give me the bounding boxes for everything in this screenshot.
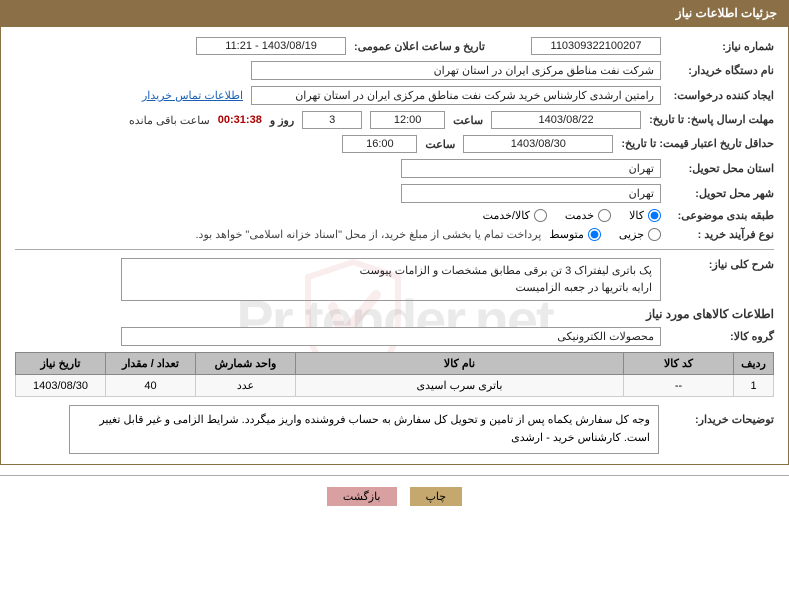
need-number-label: شماره نیاز:: [669, 40, 774, 53]
row-delivery-province: استان محل تحویل: تهران: [15, 159, 774, 178]
countdown-timer: 00:31:38: [218, 114, 262, 126]
reply-days-label: روز و: [270, 114, 294, 127]
button-row: چاپ بازگشت: [0, 475, 789, 517]
subject-class-radios: کالا خدمت کالا/خدمت: [483, 209, 661, 222]
reply-deadline-date: 1403/08/22: [491, 111, 641, 129]
purchase-type-label: نوع فرآیند خرید :: [669, 228, 774, 241]
row-buyer-notes: توضیحات خریدار: وجه کل سفارش یکماه پس از…: [15, 405, 774, 454]
goods-group-label: گروه کالا:: [669, 330, 774, 343]
requester-value: رامتین ارشدی کارشناس خرید شرکت نفت مناطق…: [251, 86, 661, 105]
delivery-province-label: استان محل تحویل:: [669, 162, 774, 175]
table-cell-qty: 40: [106, 375, 196, 397]
radio-service[interactable]: خدمت: [565, 209, 611, 222]
row-reply-deadline: مهلت ارسال پاسخ: تا تاریخ: 1403/08/22 سا…: [15, 111, 774, 129]
need-number-value: 110309322100207: [531, 37, 661, 55]
panel-title: جزئیات اطلاعات نیاز: [676, 6, 777, 20]
row-need-number: شماره نیاز: 110309322100207 تاریخ و ساعت…: [15, 37, 774, 55]
th-date: تاریخ نیاز: [16, 353, 106, 375]
panel-header: جزئیات اطلاعات نیاز: [0, 0, 789, 26]
print-button[interactable]: چاپ: [409, 486, 464, 507]
radio-both[interactable]: کالا/خدمت: [483, 209, 547, 222]
radio-both-input[interactable]: [534, 209, 547, 222]
contact-buyer-link[interactable]: اطلاعات تماس خریدار: [142, 89, 243, 102]
row-buyer-org: نام دستگاه خریدار: شرکت نفت مناطق مرکزی …: [15, 61, 774, 80]
table-cell-date: 1403/08/30: [16, 375, 106, 397]
buyer-notes-label: توضیحات خریدار:: [669, 405, 774, 426]
radio-service-input[interactable]: [598, 209, 611, 222]
table-cell-code: --: [624, 375, 734, 397]
price-validity-label: حداقل تاریخ اعتبار قیمت: تا تاریخ:: [621, 137, 774, 151]
th-code: کد کالا: [624, 353, 734, 375]
purchase-note: پرداخت تمام یا بخشی از مبلغ خرید، از محل…: [196, 228, 542, 241]
row-general-desc: شرح کلی نیاز: پک باتری لیفتراک 3 تن برقی…: [15, 258, 774, 301]
buyer-notes-value: وجه کل سفارش یکماه پس از تامین و تحویل ک…: [69, 405, 659, 454]
buyer-org-label: نام دستگاه خریدار:: [669, 64, 774, 77]
buyer-org-value: شرکت نفت مناطق مرکزی ایران در استان تهرا…: [251, 61, 661, 80]
table-header-row: ردیف کد کالا نام کالا واحد شمارش تعداد /…: [16, 353, 774, 375]
radio-partial[interactable]: جزیی: [619, 228, 661, 241]
goods-section-title: اطلاعات کالاهای مورد نیاز: [15, 307, 774, 321]
radio-medium-input[interactable]: [588, 228, 601, 241]
table-row: 1--باتری سرب اسیدیعدد401403/08/30: [16, 375, 774, 397]
radio-partial-input[interactable]: [648, 228, 661, 241]
reply-time-label: ساعت: [453, 114, 483, 127]
row-purchase-type: نوع فرآیند خرید : جزیی متوسط پرداخت تمام…: [15, 228, 774, 241]
row-goods-group: گروه کالا: محصولات الکترونیکی: [15, 327, 774, 346]
table-cell-row: 1: [734, 375, 774, 397]
delivery-city-label: شهر محل تحویل:: [669, 187, 774, 200]
row-delivery-city: شهر محل تحویل: تهران: [15, 184, 774, 203]
announce-label: تاریخ و ساعت اعلان عمومی:: [354, 40, 485, 53]
purchase-type-radios: جزیی متوسط: [549, 228, 661, 241]
goods-group-value: محصولات الکترونیکی: [121, 327, 661, 346]
th-row: ردیف: [734, 353, 774, 375]
divider-1: [15, 249, 774, 250]
remaining-label: ساعت باقی مانده: [129, 114, 210, 127]
subject-class-label: طبقه بندی موضوعی:: [669, 209, 774, 222]
th-qty: تعداد / مقدار: [106, 353, 196, 375]
th-name: نام کالا: [296, 353, 624, 375]
th-unit: واحد شمارش: [196, 353, 296, 375]
reply-deadline-time: 12:00: [370, 111, 445, 129]
price-time-label: ساعت: [425, 138, 455, 151]
delivery-province-value: تهران: [401, 159, 661, 178]
table-cell-unit: عدد: [196, 375, 296, 397]
reply-deadline-label: مهلت ارسال پاسخ: تا تاریخ:: [649, 113, 774, 127]
row-requester: ایجاد کننده درخواست: رامتین ارشدی کارشنا…: [15, 86, 774, 105]
delivery-city-value: تهران: [401, 184, 661, 203]
reply-days: 3: [302, 111, 362, 129]
general-desc-label: شرح کلی نیاز:: [669, 258, 774, 271]
table-cell-name: باتری سرب اسیدی: [296, 375, 624, 397]
row-price-validity: حداقل تاریخ اعتبار قیمت: تا تاریخ: 1403/…: [15, 135, 774, 153]
announce-value: 1403/08/19 - 11:21: [196, 37, 346, 55]
goods-table: ردیف کد کالا نام کالا واحد شمارش تعداد /…: [15, 352, 774, 397]
price-validity-time: 16:00: [342, 135, 417, 153]
general-desc-value: پک باتری لیفتراک 3 تن برقی مطابق مشخصات …: [121, 258, 661, 301]
radio-medium[interactable]: متوسط: [549, 228, 601, 241]
panel-body: Pr tender.net شماره نیاز: 11030932210020…: [0, 26, 789, 465]
row-subject-class: طبقه بندی موضوعی: کالا خدمت کالا/خدمت: [15, 209, 774, 222]
radio-goods-input[interactable]: [648, 209, 661, 222]
requester-label: ایجاد کننده درخواست:: [669, 89, 774, 102]
radio-goods[interactable]: کالا: [629, 209, 661, 222]
back-button[interactable]: بازگشت: [326, 486, 398, 507]
price-validity-date: 1403/08/30: [463, 135, 613, 153]
